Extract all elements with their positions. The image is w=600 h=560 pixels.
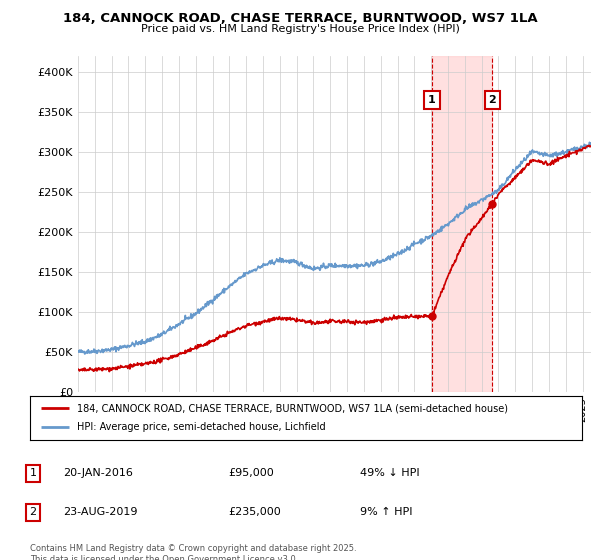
Text: 184, CANNOCK ROAD, CHASE TERRACE, BURNTWOOD, WS7 1LA: 184, CANNOCK ROAD, CHASE TERRACE, BURNTW… bbox=[62, 12, 538, 25]
Text: 49% ↓ HPI: 49% ↓ HPI bbox=[360, 468, 419, 478]
Text: 2: 2 bbox=[488, 95, 496, 105]
Text: 1: 1 bbox=[29, 468, 37, 478]
Bar bbox=[432, 56, 493, 392]
Text: 23-AUG-2019: 23-AUG-2019 bbox=[63, 507, 137, 517]
Text: 2: 2 bbox=[29, 507, 37, 517]
Text: 1: 1 bbox=[428, 95, 436, 105]
Text: HPI: Average price, semi-detached house, Lichfield: HPI: Average price, semi-detached house,… bbox=[77, 422, 326, 432]
Text: 20-JAN-2016: 20-JAN-2016 bbox=[63, 468, 133, 478]
Text: £95,000: £95,000 bbox=[228, 468, 274, 478]
Text: 184, CANNOCK ROAD, CHASE TERRACE, BURNTWOOD, WS7 1LA (semi-detached house): 184, CANNOCK ROAD, CHASE TERRACE, BURNTW… bbox=[77, 403, 508, 413]
Text: Price paid vs. HM Land Registry's House Price Index (HPI): Price paid vs. HM Land Registry's House … bbox=[140, 24, 460, 34]
Text: £235,000: £235,000 bbox=[228, 507, 281, 517]
Text: 9% ↑ HPI: 9% ↑ HPI bbox=[360, 507, 413, 517]
Text: Contains HM Land Registry data © Crown copyright and database right 2025.
This d: Contains HM Land Registry data © Crown c… bbox=[30, 544, 356, 560]
